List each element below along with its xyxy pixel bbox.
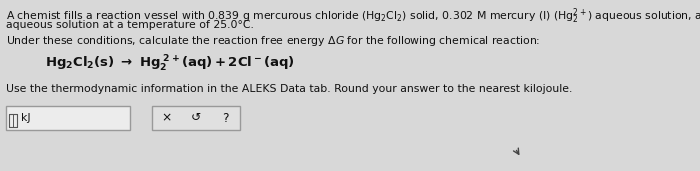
Text: A chemist fills a reaction vessel with 0.839 g mercurous chloride $\mathregular{: A chemist fills a reaction vessel with 0… [6,6,700,26]
Text: aqueous solution at a temperature of 25.0°C.: aqueous solution at a temperature of 25.… [6,20,254,30]
FancyBboxPatch shape [152,106,240,130]
Text: ×: × [162,111,172,124]
Text: ?: ? [222,111,229,124]
Text: ↺: ↺ [191,111,201,124]
FancyBboxPatch shape [9,114,17,127]
Text: Use the thermodynamic information in the ALEKS Data tab. Round your answer to th: Use the thermodynamic information in the… [6,84,573,94]
Text: Under these conditions, calculate the reaction free energy $\Delta G$ for the fo: Under these conditions, calculate the re… [6,34,540,48]
FancyBboxPatch shape [6,106,130,130]
Text: $\mathregular{Hg_2Cl_2(s)}$ $\mathregular{\rightarrow}$ $\mathregular{Hg_2^{\ 2+: $\mathregular{Hg_2Cl_2(s)}$ $\mathregula… [45,54,295,74]
Text: kJ: kJ [21,113,31,123]
